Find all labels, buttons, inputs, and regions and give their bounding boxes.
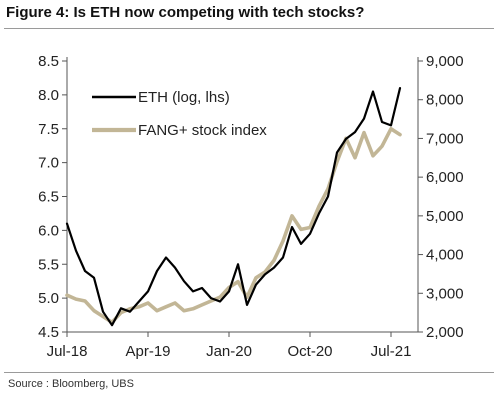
x-tick-label: Oct-20 — [287, 343, 332, 360]
left-tick-label: 7.5 — [38, 121, 59, 138]
right-tick-label: 2,000 — [426, 324, 464, 341]
right-axis-ticks: 2,000 3,000 4,000 5,000 6,000 7,000 8,000 9,000 — [418, 53, 464, 341]
left-tick-label: 8.5 — [38, 53, 59, 70]
left-tick-label: 8.0 — [38, 87, 59, 104]
left-tick-label: 5.5 — [38, 256, 59, 273]
left-tick-label: 4.5 — [38, 324, 59, 341]
right-tick-label: 8,000 — [426, 92, 464, 109]
x-axis-ticks: Jul-18 Apr-19 Jan-20 Oct-20 Jul-21 — [47, 332, 412, 360]
series-line-eth — [65, 86, 402, 327]
series-layer — [65, 86, 402, 327]
x-tick-label: Jan-20 — [206, 343, 252, 360]
right-tick-label: 9,000 — [426, 53, 464, 70]
x-tick-label: Jul-18 — [47, 343, 88, 360]
right-tick-label: 5,000 — [426, 208, 464, 225]
left-tick-label: 6.0 — [38, 222, 59, 239]
bottom-rule — [4, 372, 494, 373]
right-tick-label: 6,000 — [426, 169, 464, 186]
figure-title: Figure 4: Is ETH now competing with tech… — [6, 4, 365, 21]
left-tick-label: 6.5 — [38, 189, 59, 206]
left-axis-ticks: 4.5 5.0 5.5 6.0 6.5 7.0 7.5 8.0 8.5 — [38, 53, 67, 341]
x-tick-label: Apr-19 — [125, 343, 170, 360]
series-line-fang — [65, 127, 402, 325]
right-tick-label: 3,000 — [426, 285, 464, 302]
legend: ETH (log, lhs) FANG+ stock index — [92, 89, 267, 139]
source-note: Source : Bloomberg, UBS — [8, 378, 134, 390]
top-rule — [4, 28, 494, 29]
legend-entry-eth-label: ETH (log, lhs) — [138, 89, 230, 106]
left-tick-label: 5.0 — [38, 290, 59, 307]
right-tick-label: 4,000 — [426, 247, 464, 264]
plot-frame — [66, 57, 419, 333]
x-tick-label: Jul-21 — [371, 343, 412, 360]
legend-entry-fang-label: FANG+ stock index — [138, 122, 267, 139]
right-tick-label: 7,000 — [426, 130, 464, 147]
left-tick-label: 7.0 — [38, 155, 59, 172]
